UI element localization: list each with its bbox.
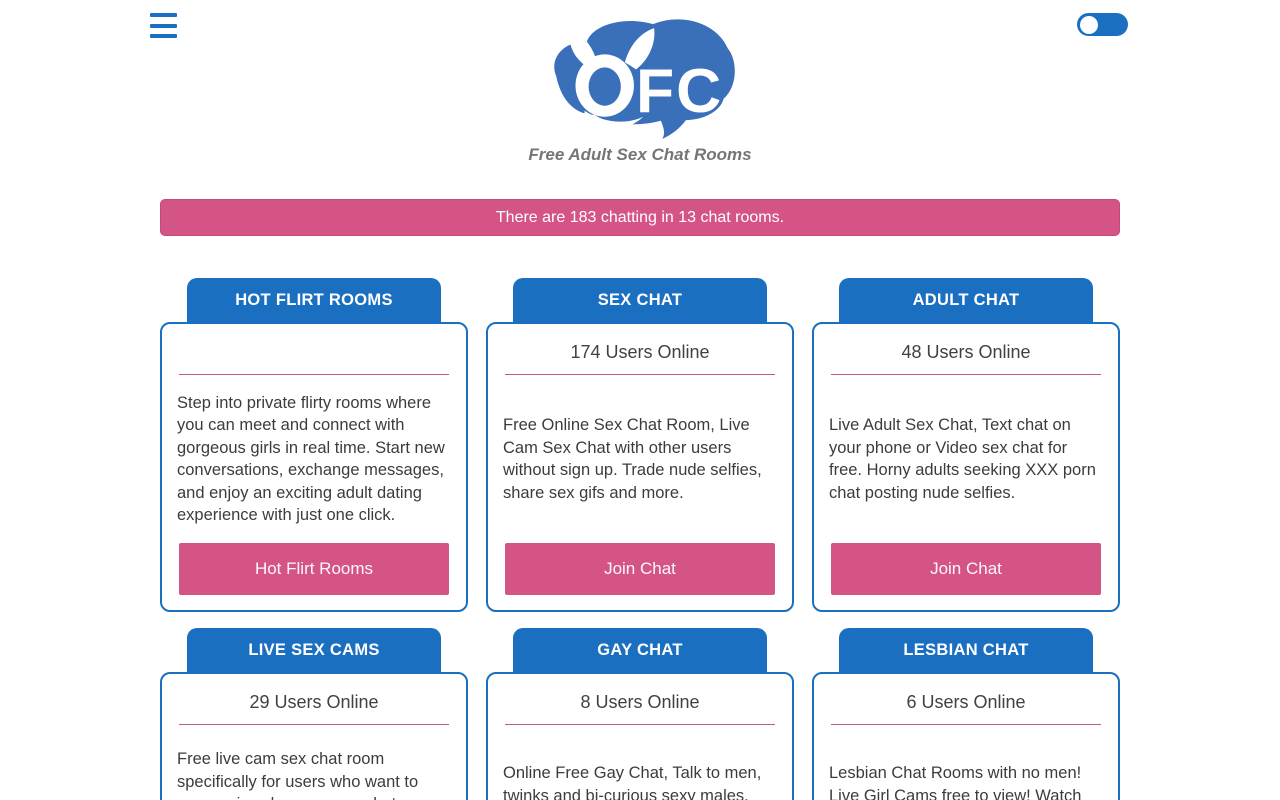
header: FC Free Adult Sex Chat Rooms: [0, 0, 1280, 199]
card-tab-title: SEX CHAT: [513, 278, 767, 322]
users-online-count: [162, 340, 466, 364]
logo-tagline: Free Adult Sex Chat Rooms: [528, 145, 752, 164]
card-divider: [831, 374, 1101, 375]
join-chat-button[interactable]: Join Chat: [505, 543, 775, 595]
toggle-knob-icon: [1080, 15, 1098, 34]
hamburger-icon: [150, 13, 177, 17]
users-online-count: 48 Users Online: [901, 342, 1031, 362]
users-online-count: 6 Users Online: [906, 692, 1026, 712]
card-gay-chat: GAY CHAT 8 Users Online Online Free Gay …: [486, 628, 794, 800]
card-sex-chat: SEX CHAT 174 Users Online Free Online Se…: [486, 278, 794, 612]
card-tab-title: ADULT CHAT: [839, 278, 1093, 322]
hamburger-icon: [150, 34, 177, 38]
users-online-count: 8 Users Online: [580, 692, 700, 712]
card-description: Lesbian Chat Rooms with no men! Live Gir…: [829, 764, 1082, 800]
card-lesbian-chat: LESBIAN CHAT 6 Users Online Lesbian Chat…: [812, 628, 1120, 800]
description-area: Online Free Gay Chat, Talk to men, twink…: [488, 725, 792, 800]
card-divider: [505, 724, 775, 725]
users-online-count: 174 Users Online: [570, 342, 710, 362]
card-description: Free Online Sex Chat Room, Live Cam Sex …: [503, 416, 762, 502]
card-body: Step into private flirty rooms where you…: [160, 322, 468, 612]
menu-button[interactable]: [150, 13, 177, 38]
card-adult-chat: ADULT CHAT 48 Users Online Live Adult Se…: [812, 278, 1120, 612]
card-description: Step into private flirty rooms where you…: [177, 393, 445, 525]
card-tab-title: LIVE SEX CAMS: [187, 628, 441, 672]
card-tab-title: GAY CHAT: [513, 628, 767, 672]
card-description: Free live cam sex chat room specifically…: [177, 750, 419, 800]
users-online-count: 29 Users Online: [249, 692, 379, 712]
card-hot-flirt-rooms: HOT FLIRT ROOMS Step into private flirty…: [160, 278, 468, 612]
card-tab-title: LESBIAN CHAT: [839, 628, 1093, 672]
card-body: 8 Users Online Online Free Gay Chat, Tal…: [486, 672, 794, 800]
card-description: Live Adult Sex Chat, Text chat on your p…: [829, 416, 1096, 502]
cards-grid: HOT FLIRT ROOMS Step into private flirty…: [160, 278, 1120, 800]
description-area: Live Adult Sex Chat, Text chat on your p…: [814, 375, 1118, 543]
card-divider: [179, 374, 449, 375]
card-body: 6 Users Online Lesbian Chat Rooms with n…: [812, 672, 1120, 800]
description-area: Free live cam sex chat room specifically…: [162, 725, 466, 800]
card-tab-title: HOT FLIRT ROOMS: [187, 278, 441, 322]
description-area: Lesbian Chat Rooms with no men! Live Gir…: [814, 725, 1118, 800]
description-area: Step into private flirty rooms where you…: [162, 375, 466, 543]
description-area: Free Online Sex Chat Room, Live Cam Sex …: [488, 375, 792, 543]
site-logo[interactable]: FC: [544, 14, 736, 141]
hamburger-icon: [150, 23, 177, 28]
card-divider: [179, 724, 449, 725]
card-body: 174 Users Online Free Online Sex Chat Ro…: [486, 322, 794, 612]
card-live-sex-cams: LIVE SEX CAMS 29 Users Online Free live …: [160, 628, 468, 800]
card-divider: [505, 374, 775, 375]
card-description: Online Free Gay Chat, Talk to men, twink…: [503, 764, 762, 800]
chat-count-banner: There are 183 chatting in 13 chat rooms.: [160, 199, 1120, 236]
ofc-logo-icon: FC: [554, 19, 735, 139]
logo-letters: FC: [636, 56, 723, 126]
hot-flirt-rooms-button[interactable]: Hot Flirt Rooms: [179, 543, 449, 595]
card-body: 29 Users Online Free live cam sex chat r…: [160, 672, 468, 800]
card-divider: [831, 724, 1101, 725]
toggle-switch[interactable]: [1077, 13, 1128, 36]
join-chat-button[interactable]: Join Chat: [831, 543, 1101, 595]
card-body: 48 Users Online Live Adult Sex Chat, Tex…: [812, 322, 1120, 612]
